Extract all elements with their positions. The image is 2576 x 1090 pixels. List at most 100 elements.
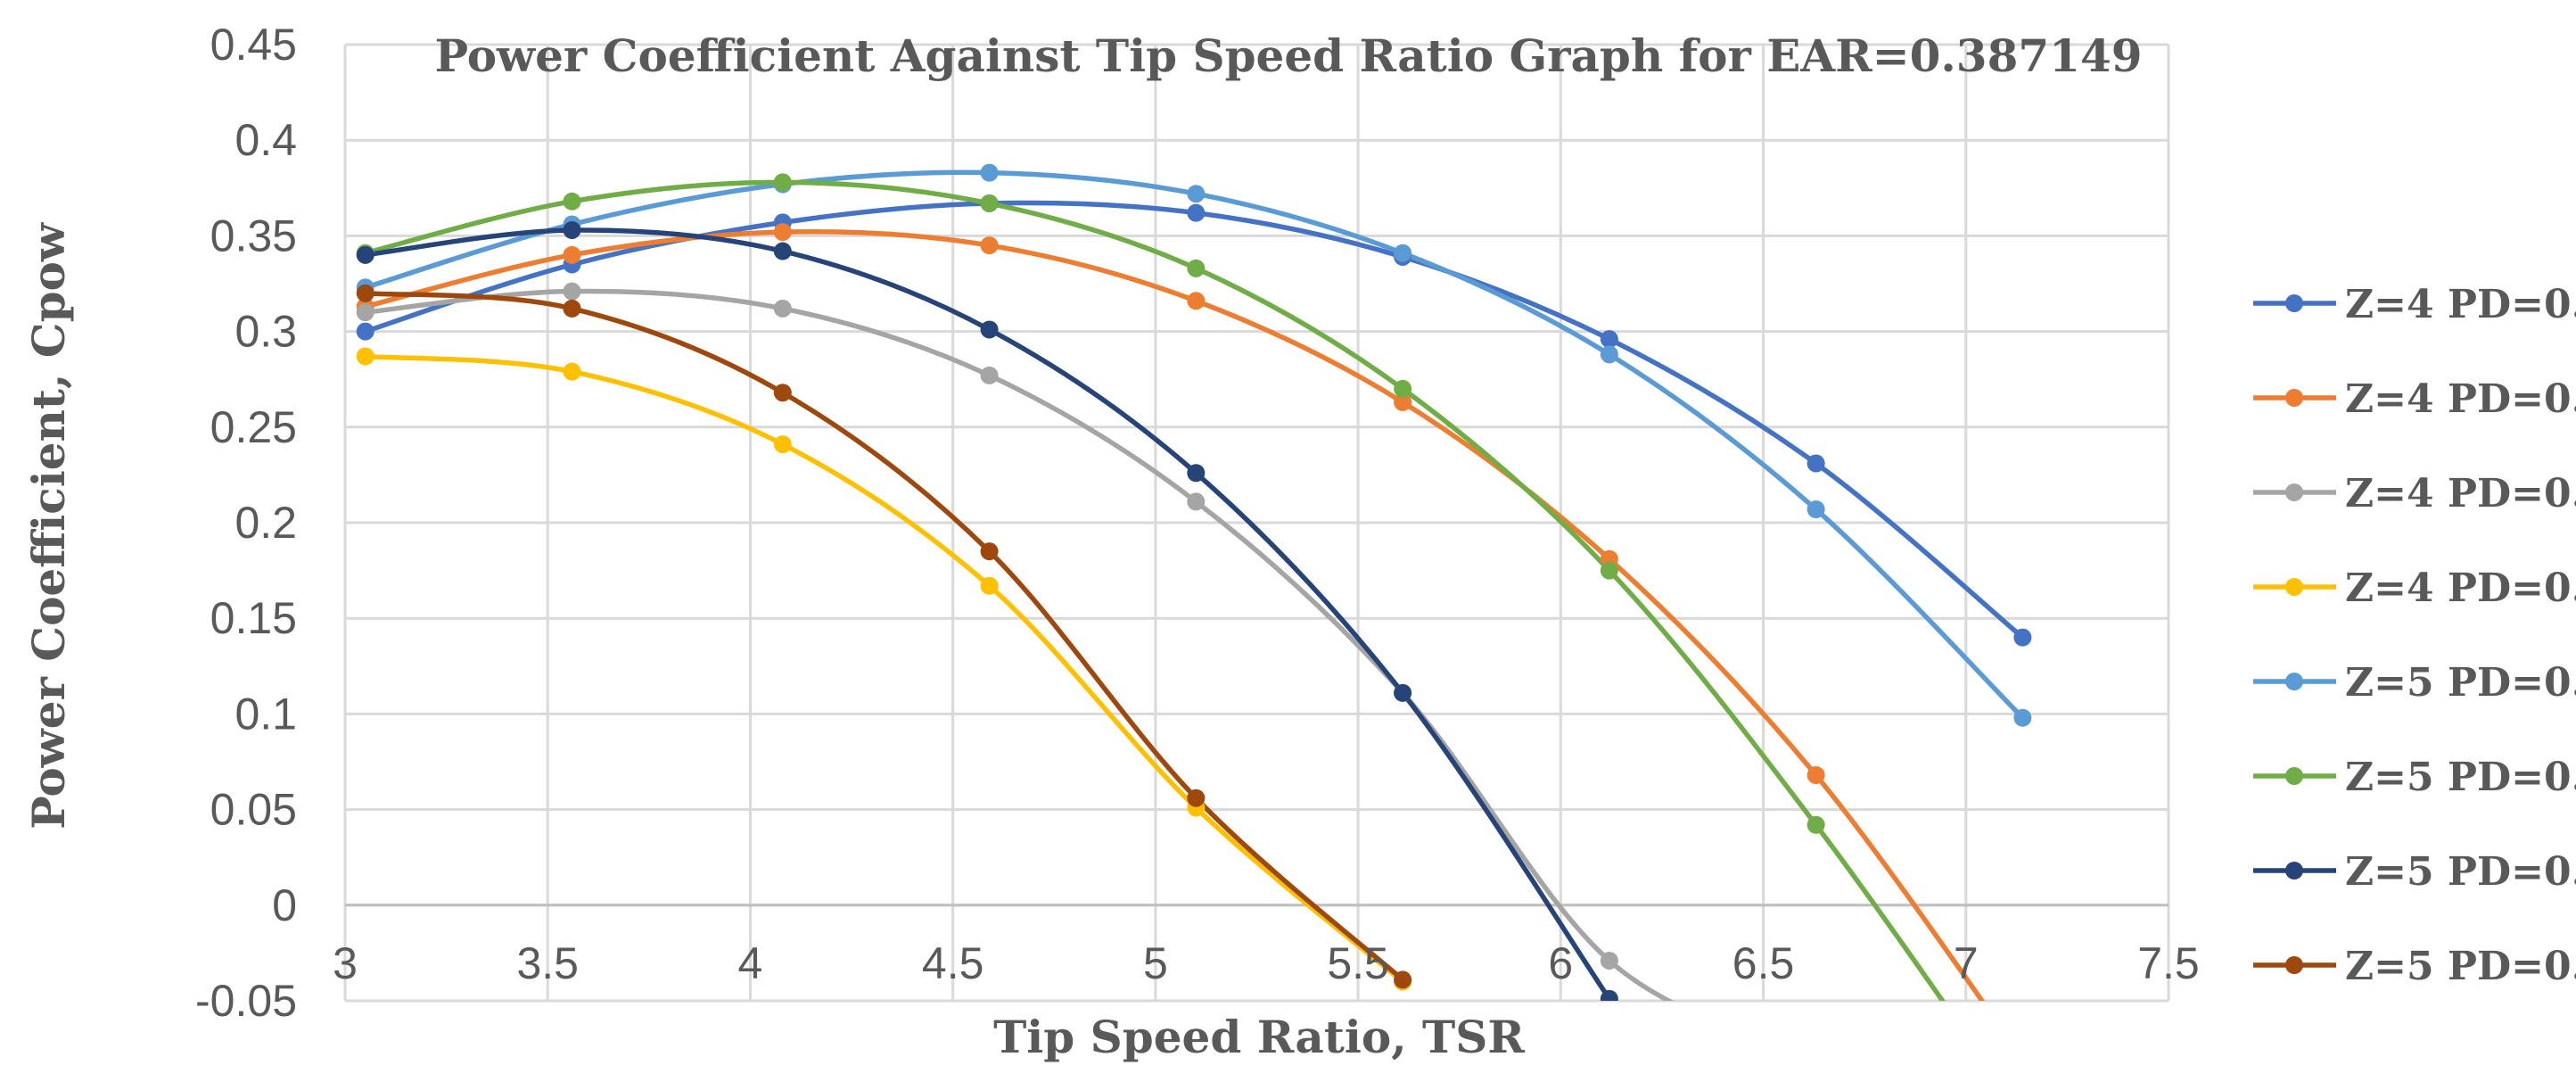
data-point [356,284,374,302]
legend-label: Z=4 PD=0.4 [2345,376,2576,422]
legend-label: Z=5 PD=0.5 [2345,849,2576,895]
x-tick-label: 5.5 [1327,938,1389,988]
legend-label: Z=4 PD=0.6 [2345,566,2576,611]
data-point [1394,244,1412,262]
legend-swatch-marker [2285,578,2303,596]
y-tick-label: 0.3 [235,307,297,357]
data-point [356,303,374,322]
series-line [362,179,1946,1001]
data-point [563,282,581,301]
series-line [362,227,1612,1001]
data-point [980,542,999,561]
legend-label: Z=5 PD=0.4 [2345,755,2576,800]
data-point [773,384,792,402]
y-tick-label: 0.2 [235,498,297,548]
data-point [563,220,581,239]
legend-swatch-marker [2285,294,2303,312]
data-point [563,362,581,381]
data-point [1187,203,1206,222]
data-point [2013,1049,2031,1067]
legend-swatch-marker [2285,389,2303,407]
series-line [362,353,1405,985]
x-tick-label: 4 [738,938,763,988]
data-point [1394,379,1412,398]
data-point [1600,989,1618,1001]
legend-swatch-marker [2285,862,2303,879]
data-point [1394,392,1412,411]
y-tick-label: 0.15 [210,593,297,643]
chart-title: Power Coefficient Against Tip Speed Rati… [434,29,2142,82]
data-point [356,245,374,264]
data-point [2013,708,2032,727]
series-lines [362,169,2026,1001]
legend-label: Z=5 PD=0.6 [2345,944,2576,989]
x-tick-label: 3 [333,938,358,988]
data-point [1187,492,1206,511]
data-point [980,163,999,182]
data-point [1187,789,1206,807]
data-point [1394,683,1412,702]
data-point [1600,561,1618,580]
data-point [1600,345,1618,364]
data-point [773,435,792,454]
legend-label: Z=5 PD=0.3 [2345,660,2576,706]
legend: Z=4 PD=0.3 Z=4 PD=0.4 Z=4 PD=0.5 Z=4 PD=0.6… [2253,282,2576,989]
legend-swatch-marker [2285,767,2303,785]
series-line [362,290,1405,983]
data-point [1600,951,1618,970]
data-point [1394,970,1412,989]
series-markers [356,163,2032,1067]
data-point [980,576,999,595]
x-axis-title: Tip Speed Ratio, TSR [993,1011,1525,1063]
data-point [773,223,792,242]
legend-label: Z=4 PD=0.3 [2345,282,2576,327]
y-tick-label: 0.45 [210,20,297,70]
data-point [1806,500,1825,518]
data-point [1187,464,1206,483]
y-tick-label: 0.25 [210,402,297,452]
data-point [2013,628,2032,647]
y-tick-label: 0.35 [210,211,297,260]
y-tick-label: 0.1 [235,689,297,739]
data-point [1806,766,1825,785]
x-tick-label: 5 [1143,938,1168,988]
data-point [980,194,999,212]
x-tick-label: 7 [1954,938,1979,988]
data-point [563,192,581,211]
series-line [362,169,2026,721]
data-point [773,173,792,192]
y-tick-label: 0.05 [210,785,297,835]
data-point [773,242,792,260]
y-axis-title: Power Coefficient, Cpow [22,221,75,830]
y-tick-label: -0.05 [195,976,297,1026]
data-point [356,347,374,366]
series-line [362,228,1986,1001]
series-line [362,288,1675,1001]
data-point [980,320,999,339]
data-point [563,299,581,318]
x-tick-label: 3.5 [516,938,579,988]
x-tick-label: 7.5 [2137,938,2200,988]
legend-swatch-marker [2285,673,2303,690]
legend-swatch-marker [2285,956,2303,974]
data-point [1806,454,1825,473]
ticks: -0.05 0 0.05 0.1 0.15 0.2 0.25 0.3 0.35 0.4 0.45 3 3… [195,20,2200,1026]
data-point [1806,815,1825,834]
data-point [980,366,999,384]
data-point [1187,259,1206,277]
legend-label: Z=4 PD=0.5 [2345,471,2576,516]
data-point [1187,292,1206,310]
data-point [1807,1049,1825,1067]
data-point [773,299,792,318]
x-tick-label: 6 [1548,938,1573,988]
data-point [563,245,581,264]
data-point [356,322,374,341]
legend-swatch-marker [2285,483,2303,501]
data-point [1187,185,1206,203]
data-point [1600,330,1618,349]
y-tick-label: 0.4 [235,115,297,165]
data-point [980,236,999,255]
x-tick-label: 4.5 [922,938,984,988]
x-tick-label: 6.5 [1732,938,1795,988]
